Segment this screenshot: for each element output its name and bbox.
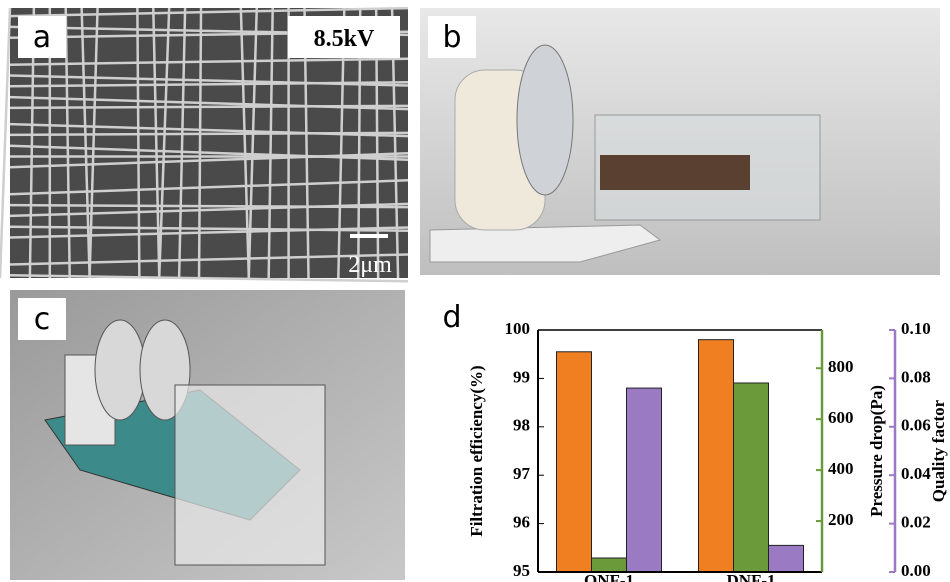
panel-label: b xyxy=(442,20,461,55)
panel-label: d xyxy=(442,300,461,335)
y2-tick-label: 200 xyxy=(828,510,854,529)
voltage: 8.5kV xyxy=(314,26,375,52)
y3-tick-label: 0.00 xyxy=(901,561,931,580)
panel-label: a xyxy=(33,20,51,55)
y-tick-label: 96 xyxy=(513,513,530,532)
y-tick-label: 99 xyxy=(513,367,530,386)
x-tick-label: DNF-1 xyxy=(726,571,775,582)
y2-tick-label: 400 xyxy=(828,459,854,478)
panel-b: b xyxy=(420,8,940,275)
y-tick-label: 98 xyxy=(513,416,530,435)
y-axis-title: Filtration efficiency(%) xyxy=(467,365,486,536)
bar xyxy=(557,352,592,572)
panel-label: c xyxy=(34,302,51,337)
panel-a: a 8.5kV 2μm xyxy=(0,8,408,281)
y3-tick-label: 0.10 xyxy=(901,319,931,338)
bar xyxy=(627,388,662,572)
y3-axis-title: Quality factor xyxy=(929,399,948,502)
panel-c: c xyxy=(10,290,405,580)
scale-label: 2μm xyxy=(348,252,392,278)
bar xyxy=(699,340,734,572)
y-tick-label: 97 xyxy=(513,464,531,483)
y3-tick-label: 0.04 xyxy=(901,464,931,483)
y3-tick-label: 0.08 xyxy=(901,367,931,386)
y2-tick-label: 800 xyxy=(828,357,854,376)
y2-tick-label: 600 xyxy=(828,408,854,427)
figure: a 8.5kV 2μm b c d 95 96 97 98 99 100 200 400 600… xyxy=(0,0,950,582)
bar xyxy=(734,383,769,572)
x-tick-label: ONF-1 xyxy=(584,571,634,582)
y3-tick-label: 0.06 xyxy=(901,416,931,435)
y-tick-label: 100 xyxy=(505,319,531,338)
y-tick-label: 95 xyxy=(513,561,530,580)
bar xyxy=(769,545,804,572)
bar xyxy=(592,558,627,572)
y2-axis-title: Pressure drop(Pa) xyxy=(867,385,886,517)
y3-tick-label: 0.02 xyxy=(901,513,931,532)
